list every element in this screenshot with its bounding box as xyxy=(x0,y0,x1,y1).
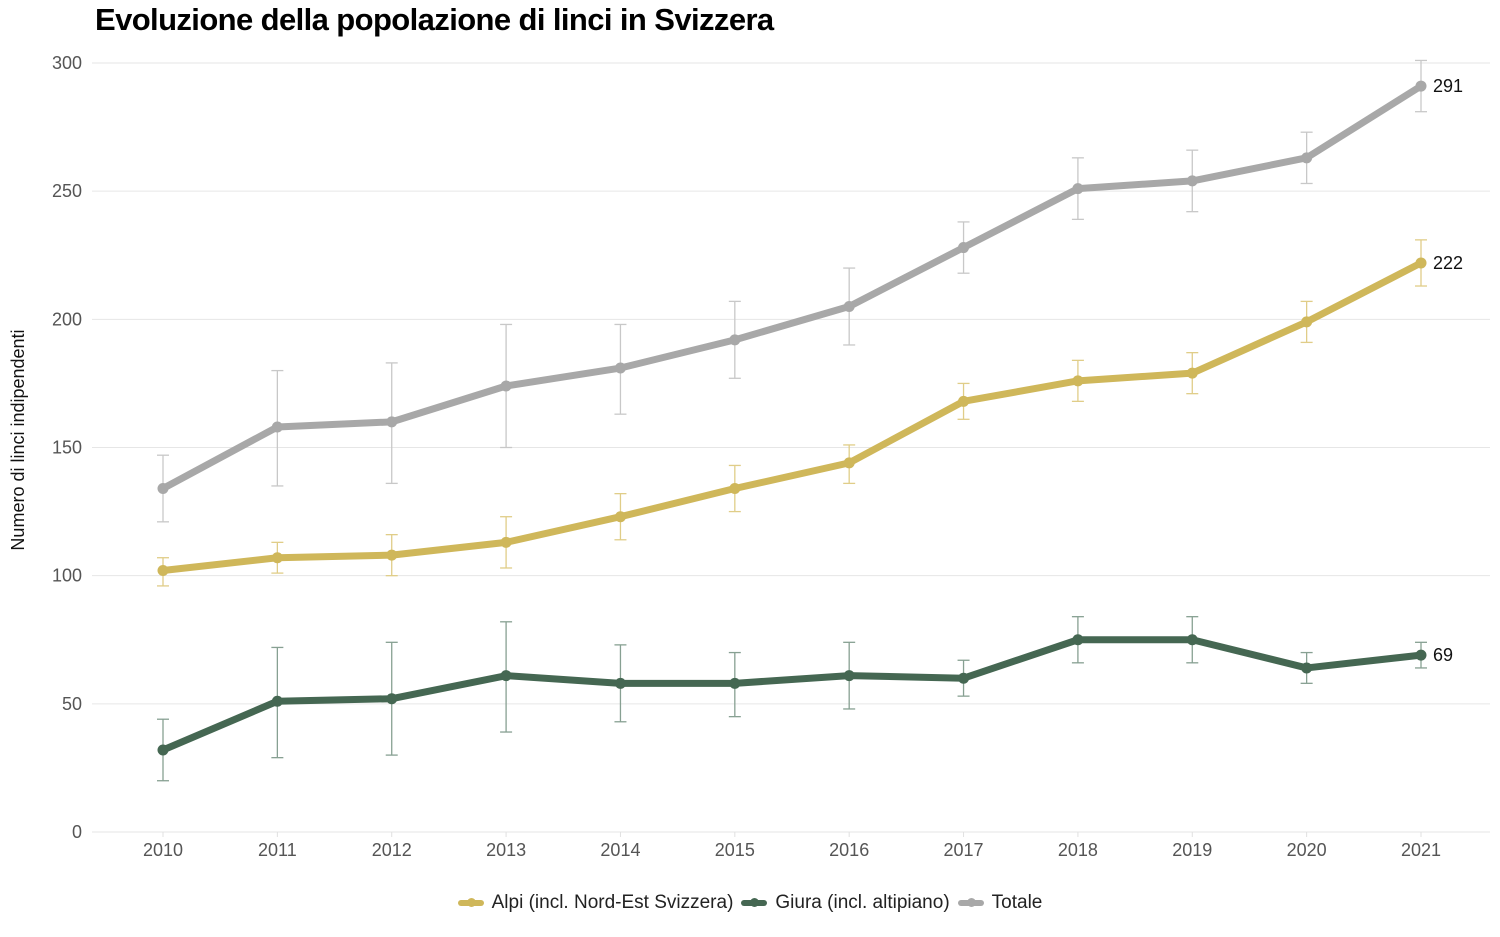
data-point xyxy=(1301,152,1313,164)
data-point xyxy=(500,536,512,548)
data-point xyxy=(1072,375,1084,387)
data-point xyxy=(157,483,169,495)
x-tick-label: 2019 xyxy=(1172,840,1212,860)
x-tick-label: 2011 xyxy=(258,840,297,860)
data-point xyxy=(386,416,398,428)
series-group: 291 222 69 xyxy=(157,59,1463,782)
data-point xyxy=(1415,257,1427,269)
legend: Alpi (incl. Nord-Est Svizzera) Giura (in… xyxy=(0,892,1500,914)
series-totale: 291 xyxy=(157,59,1463,523)
y-axis-title: Numero di linci indipendenti xyxy=(8,329,28,550)
y-axis-ticks: 0 50 100 150 200 250 300 xyxy=(52,53,82,842)
data-point xyxy=(271,695,283,707)
series-alpi: 222 xyxy=(157,239,1463,587)
data-point xyxy=(843,457,855,469)
x-tick-label: 2021 xyxy=(1401,840,1441,860)
data-point xyxy=(500,670,512,682)
series-line-alpi xyxy=(159,259,1425,575)
data-point xyxy=(1301,662,1313,674)
data-point xyxy=(614,511,626,523)
x-tick-label: 2012 xyxy=(372,840,412,860)
data-point xyxy=(729,677,741,689)
legend-item-totale[interactable]: Totale xyxy=(957,892,1043,914)
data-point xyxy=(271,421,283,433)
x-tick-label: 2018 xyxy=(1058,840,1098,860)
data-point xyxy=(1301,316,1313,328)
gridlines xyxy=(92,62,1490,833)
x-tick-label: 2013 xyxy=(486,840,526,860)
data-point xyxy=(729,483,741,495)
legend-item-alpi[interactable]: Alpi (incl. Nord-Est Svizzera) xyxy=(457,892,734,914)
series-line-giura xyxy=(159,636,1425,754)
legend-label-giura: Giura (incl. altipiano) xyxy=(775,892,950,913)
end-value-label: 69 xyxy=(1433,645,1453,665)
x-tick-label: 2014 xyxy=(600,840,640,860)
data-point xyxy=(1415,649,1427,661)
legend-swatch-giura xyxy=(741,898,768,907)
legend-swatch-totale xyxy=(957,898,984,907)
data-point xyxy=(843,670,855,682)
y-tick-label: 250 xyxy=(52,181,82,201)
data-point xyxy=(1186,175,1198,187)
y-tick-label: 50 xyxy=(62,694,82,714)
x-axis-ticks: 2010 2011 2012 2013 2014 2015 2016 2017 2018 2019… xyxy=(143,832,1441,860)
legend-label-alpi: Alpi (incl. Nord-Est Svizzera) xyxy=(491,892,734,913)
x-tick-label: 2010 xyxy=(143,840,183,860)
data-point xyxy=(157,565,169,577)
x-tick-label: 2017 xyxy=(944,840,984,860)
data-point xyxy=(843,301,855,313)
legend-item-giura[interactable]: Giura (incl. altipiano) xyxy=(741,892,950,914)
end-value-label: 222 xyxy=(1433,253,1463,273)
legend-label-totale: Totale xyxy=(991,892,1043,913)
data-point xyxy=(1072,634,1084,646)
y-tick-label: 200 xyxy=(52,309,82,329)
legend-swatch-alpi xyxy=(457,898,484,907)
y-tick-label: 100 xyxy=(52,566,82,586)
x-tick-label: 2015 xyxy=(715,840,755,860)
data-point xyxy=(729,334,741,346)
x-tick-label: 2016 xyxy=(829,840,869,860)
data-point xyxy=(958,242,970,254)
end-value-label: 291 xyxy=(1433,76,1463,96)
data-point xyxy=(386,693,398,705)
data-point xyxy=(614,677,626,689)
data-point xyxy=(1415,80,1427,92)
data-point xyxy=(614,362,626,374)
data-point xyxy=(1186,367,1198,379)
data-point xyxy=(1186,634,1198,646)
data-point xyxy=(958,395,970,407)
y-tick-label: 150 xyxy=(52,438,82,458)
series-line-totale xyxy=(159,82,1425,493)
data-point xyxy=(1072,183,1084,195)
y-tick-label: 0 xyxy=(72,822,82,842)
chart-title: Evoluzione della popolazione di linci in… xyxy=(95,2,774,37)
data-point xyxy=(386,549,398,561)
data-point xyxy=(500,380,512,392)
data-point xyxy=(271,552,283,564)
data-point xyxy=(157,744,169,756)
y-tick-label: 300 xyxy=(52,53,82,73)
series-giura: 69 xyxy=(157,616,1453,782)
x-tick-label: 2020 xyxy=(1287,840,1327,860)
data-point xyxy=(958,672,970,684)
